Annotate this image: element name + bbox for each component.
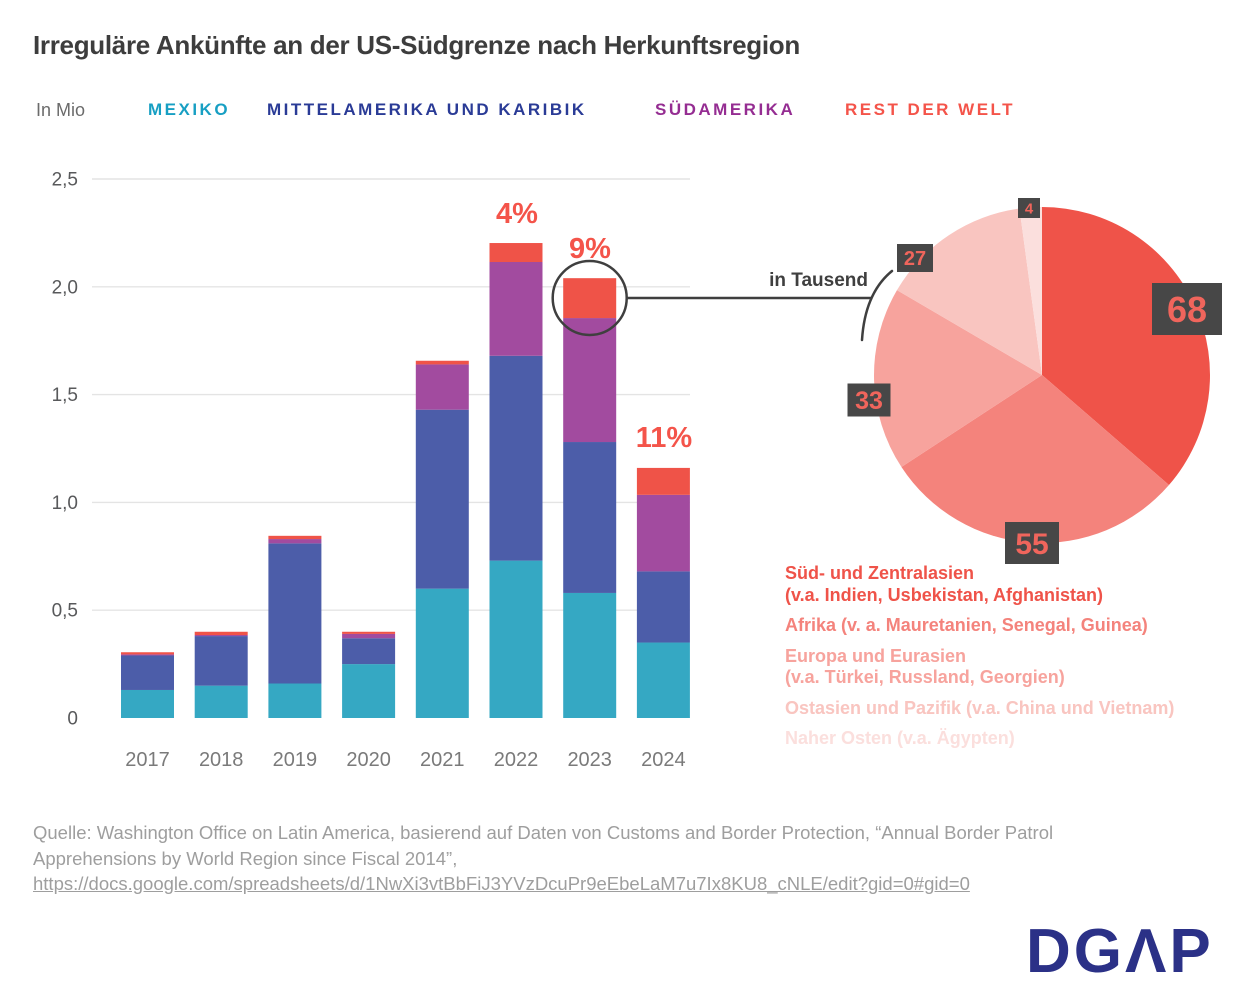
bar-segment-2017-mittelamerika-und-karibik: [121, 655, 174, 690]
source-url-link[interactable]: https://docs.google.com/spreadsheets/d/1…: [33, 873, 970, 894]
bar-segment-2017-rest-der-welt: [121, 652, 174, 655]
pie-legend-line: (v.a. Türkei, Russland, Georgien): [785, 667, 1065, 687]
bar-segment-2020-südamerika: [342, 633, 396, 639]
x-label-2019: 2019: [273, 749, 318, 771]
bar-segment-2021-mexiko: [415, 588, 469, 718]
page-title: Irreguläre Ankünfte an der US-Südgrenze …: [33, 30, 800, 60]
x-label-2017: 2017: [125, 749, 170, 771]
pie-legend-line: (v.a. Indien, Usbekistan, Afghanistan): [785, 584, 1104, 605]
x-label-2018: 2018: [199, 749, 244, 771]
pie-value-box-4: [1018, 198, 1040, 218]
bar-segment-2022-mexiko: [489, 560, 543, 718]
y-tick-0: 0: [67, 709, 78, 730]
pie-value-label-55: 55: [1015, 528, 1048, 561]
bar-segment-2021-rest-der-welt: [415, 360, 469, 365]
y-tick-1,0: 1,0: [52, 493, 78, 514]
bar-segment-2022-rest-der-welt: [489, 243, 543, 263]
x-label-2023: 2023: [567, 749, 612, 771]
bar-segment-2023-mittelamerika-und-karibik: [563, 442, 617, 593]
bar-segment-2018-südamerika: [194, 634, 248, 637]
callout-slash: [860, 269, 894, 342]
pie-slice-68: [1042, 207, 1211, 486]
bar-segment-2017-südamerika: [121, 654, 174, 656]
legend-item-mittelamerika-und-karibik: MITTELAMERIKA UND KARIBIK: [267, 100, 587, 119]
y-tick-2,5: 2,5: [52, 170, 78, 191]
bar-segment-2021-südamerika: [415, 364, 469, 410]
pie-legend-item-naher-osten: Naher Osten (v.a. Ägypten): [785, 728, 1235, 750]
y-axis-unit-label: In Mio: [36, 100, 86, 120]
bar-segment-2019-mexiko: [268, 683, 322, 718]
pie-legend-line: Afrika (v. a. Mauretanien, Senegal, Guin…: [785, 615, 1148, 635]
bar-segment-2020-rest-der-welt: [342, 631, 396, 634]
pie-value-label-68: 68: [1167, 289, 1207, 330]
pie-value-box-68: [1152, 283, 1222, 335]
source-note: Quelle: Washington Office on Latin Ameri…: [33, 820, 1213, 897]
source-line-2: Apprehensions by World Region since Fisc…: [33, 847, 458, 869]
x-label-2020: 2020: [346, 749, 391, 771]
annotation-pct-2023: 9%: [569, 233, 611, 265]
bar-segment-2023-südamerika: [563, 318, 617, 443]
pie-value-box-33: [847, 383, 891, 417]
pie-value-box-55: [1005, 522, 1059, 564]
pie-value-box-27: [897, 244, 933, 272]
x-label-2021: 2021: [420, 749, 465, 771]
dgap-logo: DGΛP: [1026, 917, 1214, 986]
bar-segment-2022-südamerika: [489, 262, 543, 356]
bar-segment-2019-mittelamerika-und-karibik: [268, 543, 322, 684]
pie-value-label-27: 27: [904, 248, 926, 270]
pie-unit-label: in Tausend: [769, 270, 868, 291]
bar-segment-2019-südamerika: [268, 539, 322, 544]
source-line-1: Quelle: Washington Office on Latin Ameri…: [33, 822, 1054, 843]
x-label-2024: 2024: [641, 749, 686, 771]
x-label-2022: 2022: [494, 749, 539, 771]
pie-legend: Süd- und Zentralasien (v.a. Indien, Usbe…: [785, 563, 1235, 759]
bar-segment-2020-mexiko: [342, 664, 396, 718]
bar-segment-2020-mittelamerika-und-karibik: [342, 638, 396, 665]
pie-legend-item-ostasien-und-pazifik: Ostasien und Pazifik (v.a. China und Vie…: [785, 698, 1235, 720]
y-tick-2,0: 2,0: [52, 277, 78, 298]
bar-segment-2024-mittelamerika-und-karibik: [636, 571, 690, 643]
bar-segment-2018-mittelamerika-und-karibik: [194, 636, 248, 686]
bar-segment-2018-rest-der-welt: [194, 631, 248, 635]
pie-legend-item-sued-und-zentralasien: Süd- und Zentralasien (v.a. Indien, Usbe…: [785, 563, 1235, 606]
pie-value-label-4: 4: [1025, 200, 1034, 217]
bar-segment-2024-südamerika: [636, 494, 690, 572]
bar-segment-2023-rest-der-welt: [563, 278, 617, 319]
y-tick-1,5: 1,5: [52, 385, 78, 406]
bar-segment-2018-mexiko: [194, 685, 248, 718]
bar-segment-2019-rest-der-welt: [268, 535, 322, 540]
legend-item-suedamerika: SÜDAMERIKA: [655, 100, 796, 119]
pie-legend-item-europa-und-eurasien: Europa und Eurasien (v.a. Türkei, Russla…: [785, 646, 1235, 689]
pie-value-label-33: 33: [855, 387, 883, 415]
bar-segment-2022-mittelamerika-und-karibik: [489, 355, 543, 561]
pie-slice-4: [1019, 207, 1042, 375]
pie-slice-33: [874, 290, 1042, 468]
bar-segment-2024-mexiko: [636, 642, 690, 718]
pie-slice-27: [896, 208, 1042, 375]
legend-item-mexiko: MEXIKO: [148, 100, 231, 119]
pie-legend-line: Ostasien und Pazifik (v.a. China und Vie…: [785, 697, 1175, 718]
annotation-pct-2024: 11%: [635, 422, 693, 454]
bar-segment-2017-mexiko: [121, 689, 174, 718]
legend-item-rest-der-welt: REST DER WELT: [845, 100, 1016, 119]
pie-legend-line: Europa und Eurasien: [785, 645, 967, 666]
y-tick-0,5: 0,5: [52, 601, 78, 622]
pie-slice-55: [901, 375, 1169, 544]
pie-legend-line: Süd- und Zentralasien: [785, 563, 975, 583]
bar-segment-2024-rest-der-welt: [636, 467, 690, 495]
annotation-pct-2022: 4%: [496, 198, 538, 230]
callout-circle: [551, 259, 628, 337]
pie-legend-item-afrika: Afrika (v. a. Mauretanien, Senegal, Guin…: [785, 615, 1235, 637]
bar-segment-2021-mittelamerika-und-karibik: [415, 409, 469, 589]
pie-legend-line: Naher Osten (v.a. Ägypten): [785, 728, 1015, 748]
bar-segment-2023-mexiko: [563, 592, 617, 718]
